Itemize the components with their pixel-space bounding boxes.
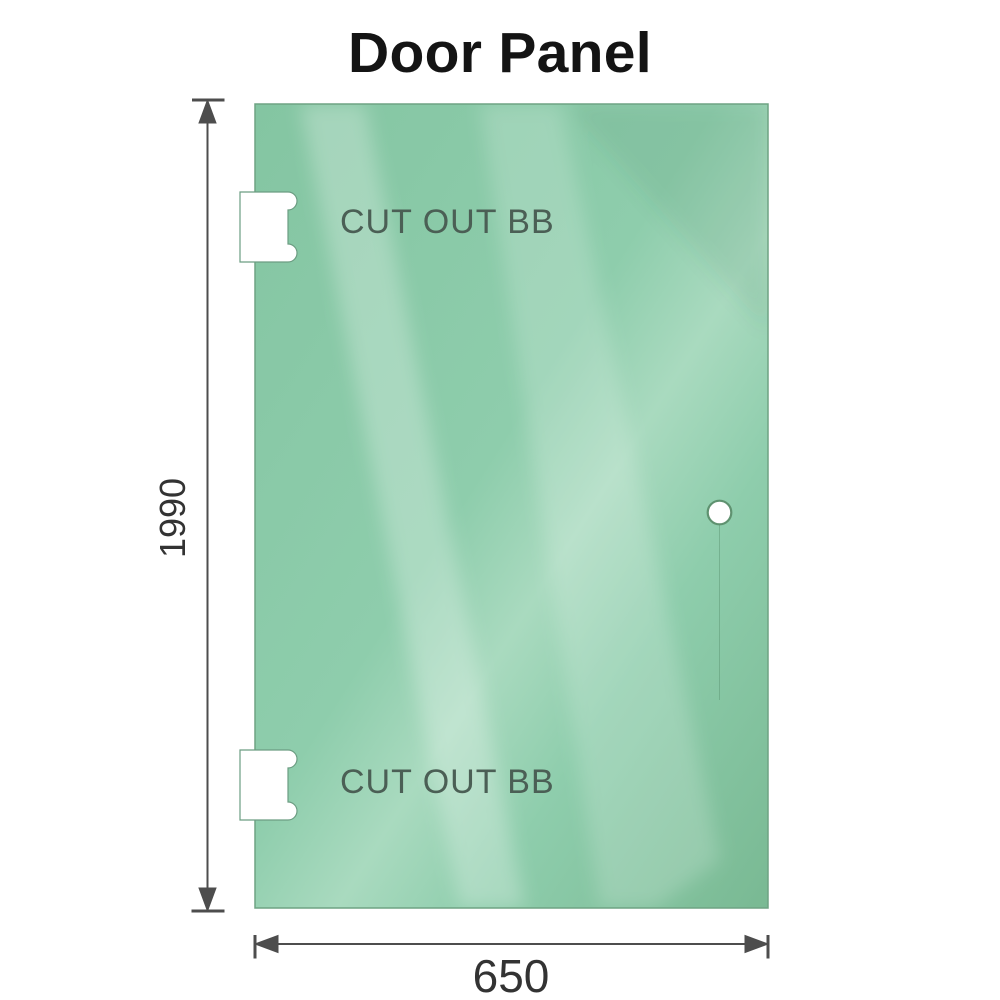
svg-text:650: 650: [473, 950, 550, 1000]
svg-text:1990: 1990: [152, 478, 193, 558]
svg-text:CUT OUT BB: CUT OUT BB: [340, 203, 555, 241]
svg-text:CUT OUT BB: CUT OUT BB: [340, 763, 555, 801]
